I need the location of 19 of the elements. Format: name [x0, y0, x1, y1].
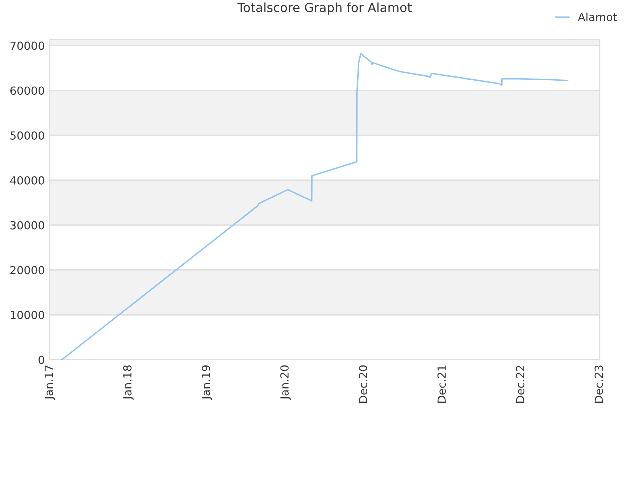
x-tick-label: Dec.22	[516, 366, 525, 403]
y-tick-label: 0	[38, 356, 44, 364]
x-tick-label: Dec.20	[359, 366, 368, 403]
x-tick-label: Jan.18	[123, 366, 134, 400]
x-tick-label: Dec.23	[594, 366, 604, 403]
x-tick-label: Jan.19	[202, 366, 212, 400]
y-tick-label: 70000	[10, 42, 44, 50]
x-tick-label: Jan.17	[44, 366, 56, 400]
x-tick-label: Dec.21	[438, 366, 446, 403]
chart-title: Totalscore Graph for Alamot	[238, 2, 412, 15]
legend-label: Alamot	[578, 12, 618, 22]
y-tick-label: 50000	[10, 132, 44, 140]
y-tick-label: 30000	[10, 221, 44, 230]
line-series	[61, 53, 569, 360]
y-tick-label: 40000	[10, 176, 44, 185]
y-tick-label: 20000	[10, 266, 44, 275]
y-tick-label: 60000	[10, 86, 44, 96]
x-tick-label: Jan.20	[280, 366, 292, 400]
y-tick-label: 10000	[11, 311, 44, 320]
